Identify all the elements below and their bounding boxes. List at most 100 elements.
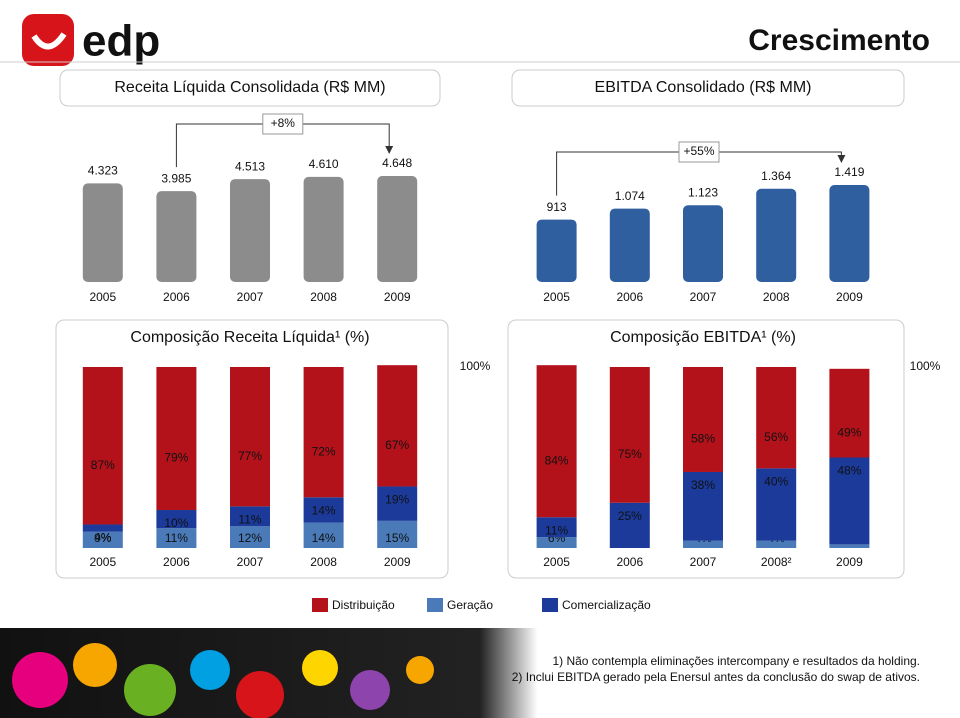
bar xyxy=(829,185,870,282)
legend-label: Distribuição xyxy=(332,598,395,612)
growth-arrow xyxy=(837,155,846,163)
value-label: 913 xyxy=(547,200,567,214)
annotation-box xyxy=(262,113,304,135)
value-label: 1.419 xyxy=(834,165,864,179)
value-label: 14% xyxy=(312,531,336,545)
bar-segment xyxy=(683,540,723,548)
y-tick-label: 100% xyxy=(910,359,941,373)
value-label: 56% xyxy=(764,430,788,444)
bar xyxy=(82,183,123,282)
x-tick-label: 2007 xyxy=(690,290,717,304)
chart-title: Composição Receita Líquida¹ (%) xyxy=(130,329,369,346)
x-tick-label: 2009 xyxy=(836,555,863,569)
bar-segment xyxy=(156,509,197,529)
legend-swatch xyxy=(542,598,558,612)
x-tick-label: 2006 xyxy=(616,290,643,304)
x-tick-label: 2008 xyxy=(310,555,337,569)
bar-segment xyxy=(683,367,723,472)
annotation: +8% xyxy=(271,116,296,130)
bar-segment xyxy=(756,367,797,469)
value-label: 4.648 xyxy=(382,156,412,170)
title-box xyxy=(59,69,441,107)
bar xyxy=(377,176,418,282)
x-tick-label: 2008 xyxy=(763,290,790,304)
value-label: 11% xyxy=(545,523,568,537)
x-tick-label: 2006 xyxy=(163,290,190,304)
footnote: 1) Não contempla eliminações intercompan… xyxy=(552,654,920,668)
logo-text: edp xyxy=(82,17,160,66)
value-label: 15% xyxy=(385,531,409,545)
bar-segment xyxy=(536,537,577,548)
value-label: 11% xyxy=(165,531,188,545)
value-label: 4.610 xyxy=(309,157,339,171)
bar xyxy=(230,179,270,282)
value-label: 49% xyxy=(837,425,861,439)
annotation: +55% xyxy=(683,144,714,158)
footnote: 2) Inclui EBITDA gerado pela Enersul ant… xyxy=(512,670,920,684)
value-label: 14% xyxy=(312,503,336,517)
bar-segment xyxy=(536,517,577,538)
bar xyxy=(756,188,797,282)
bar-segment xyxy=(156,528,197,548)
x-tick-label: 2005 xyxy=(89,290,116,304)
bar xyxy=(156,191,197,282)
value-label: 79% xyxy=(164,451,188,465)
x-tick-label: 2005 xyxy=(89,555,116,569)
bar-segment xyxy=(609,367,650,503)
value-label: 4.323 xyxy=(88,164,118,178)
bar-segment xyxy=(303,367,344,498)
bar xyxy=(303,176,344,282)
bar xyxy=(536,219,577,282)
bar-segment xyxy=(230,506,270,527)
bar xyxy=(683,205,723,282)
x-tick-label: 2005 xyxy=(543,555,570,569)
legend-swatch xyxy=(312,598,328,612)
title-box xyxy=(511,69,905,107)
bar-segment xyxy=(230,367,270,507)
bar-segment xyxy=(82,524,123,532)
value-label: 38% xyxy=(691,478,715,492)
value-label: 48% xyxy=(837,464,861,478)
chart-title: Receita Líquida Consolidada (R$ MM) xyxy=(114,79,385,96)
x-tick-label: 2007 xyxy=(237,555,264,569)
bar-segment xyxy=(683,471,723,541)
x-tick-label: 2009 xyxy=(836,290,863,304)
x-tick-label: 2007 xyxy=(690,555,717,569)
bar-segment xyxy=(156,367,197,510)
bar-segment xyxy=(609,502,650,548)
annotation-box xyxy=(678,141,720,163)
bar-segment xyxy=(829,544,870,548)
value-label: 12% xyxy=(238,531,262,545)
value-label: 58% xyxy=(691,432,715,446)
bar-segment xyxy=(756,468,797,541)
value-label: 67% xyxy=(385,438,409,452)
bar-segment xyxy=(377,486,418,521)
bar-segment xyxy=(829,457,870,545)
value-label: 25% xyxy=(618,509,642,523)
legend-label: Geração xyxy=(447,598,493,612)
chart-title: Composição EBITDA¹ (%) xyxy=(610,329,796,346)
bar-segment xyxy=(303,497,344,523)
value-label: 10% xyxy=(164,516,188,530)
value-label: 72% xyxy=(312,444,336,458)
value-label: 4.513 xyxy=(235,159,265,173)
value-label: 1.074 xyxy=(615,189,645,203)
growth-arrow xyxy=(385,146,394,154)
value-label: 3.985 xyxy=(161,171,191,185)
x-tick-label: 2009 xyxy=(384,555,411,569)
value-label: 9% xyxy=(94,531,112,545)
value-label: 77% xyxy=(238,449,262,463)
bar-segment xyxy=(303,522,344,548)
bar xyxy=(609,208,650,282)
x-tick-label: 2007 xyxy=(237,290,264,304)
chart-title: EBITDA Consolidado (R$ MM) xyxy=(595,79,812,96)
logo-swoosh xyxy=(31,32,67,50)
x-tick-label: 2006 xyxy=(616,555,643,569)
value-label: 40% xyxy=(764,475,788,489)
bar-segment xyxy=(82,531,123,548)
bar-segment xyxy=(230,526,270,548)
logo-mark xyxy=(22,14,74,66)
value-label: 75% xyxy=(618,447,642,461)
